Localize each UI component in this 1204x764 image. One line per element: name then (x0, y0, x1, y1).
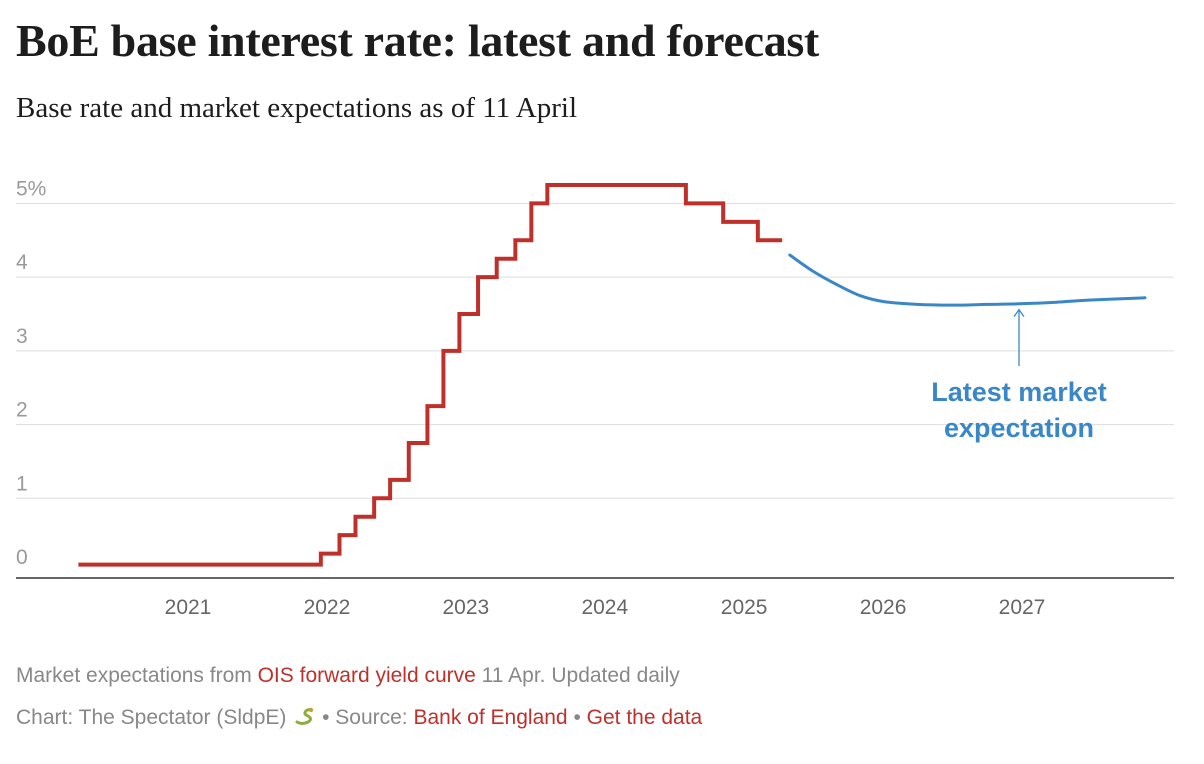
source-link[interactable]: Bank of England (413, 706, 568, 729)
credit-prefix: Chart: The Spectator (SldpE) (16, 706, 293, 729)
x-tick-label: 2024 (581, 596, 628, 619)
y-tick-label: 3 (16, 325, 28, 348)
x-tick-label: 2026 (860, 596, 907, 619)
gridlines (16, 202, 1174, 499)
base-rate-line (78, 183, 783, 567)
annotation: Latest market expectation (931, 308, 1107, 443)
snake-icon (294, 705, 316, 733)
series (78, 183, 1147, 567)
x-axis-ticks: 2021 2022 2023 2024 2025 2026 2027 (165, 596, 1046, 619)
x-tick-label: 2022 (304, 596, 351, 619)
annotation-arrowhead (1013, 308, 1025, 318)
x-tick-label: 2025 (721, 596, 768, 619)
rate-chart: 0 1 2 3 4 5% 2021 2022 2023 2024 2025 2026 2027 Lat… (16, 177, 1174, 619)
annotation-label: expectation (944, 413, 1094, 443)
note-suffix: 11 Apr. Updated daily (475, 664, 680, 687)
y-tick-label: 1 (16, 472, 28, 495)
x-tick-label: 2023 (443, 596, 490, 619)
get-data-link[interactable]: Get the data (586, 706, 703, 729)
forecast-line (788, 253, 1147, 307)
chart-title: BoE base interest rate: latest and forec… (16, 15, 820, 66)
credit-line: Chart: The Spectator (SldpE) • Source: B… (16, 705, 702, 733)
annotation-label: Latest market (931, 377, 1107, 407)
chart-subtitle: Base rate and market expectations as of … (16, 92, 578, 124)
y-tick-label: 0 (16, 546, 28, 569)
x-tick-label: 2027 (999, 596, 1046, 619)
footnote: Market expectations from OIS forward yie… (16, 664, 680, 688)
credit-separator: • (567, 706, 587, 729)
y-tick-label: 2 (16, 399, 28, 422)
source-label: • Source: (316, 706, 414, 729)
y-tick-label: 4 (16, 251, 28, 274)
x-tick-label: 2021 (165, 596, 212, 619)
y-tick-label: 5% (16, 177, 46, 200)
y-axis-ticks: 0 1 2 3 4 5% (16, 177, 46, 569)
note-prefix: Market expectations from (16, 664, 258, 687)
ois-link[interactable]: OIS forward yield curve (257, 664, 476, 687)
